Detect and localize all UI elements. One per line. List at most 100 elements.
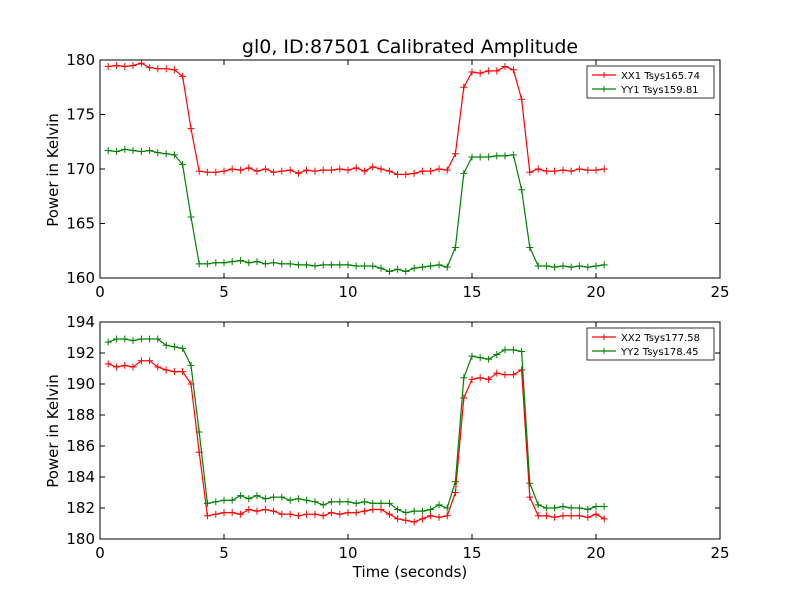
data-point <box>443 166 451 174</box>
data-point <box>336 498 344 506</box>
data-point <box>278 167 286 175</box>
data-point <box>402 170 410 178</box>
data-point <box>402 509 410 517</box>
data-point <box>261 495 269 503</box>
data-point <box>468 375 476 383</box>
data-point <box>542 262 550 270</box>
data-point <box>162 150 170 158</box>
panel-top: gl0, ID:87501 Calibrated Amplitude Power… <box>44 36 730 301</box>
data-point <box>129 363 137 371</box>
data-point <box>294 495 302 503</box>
data-point <box>361 498 369 506</box>
data-point <box>344 166 352 174</box>
data-point <box>286 510 294 518</box>
data-point <box>361 507 369 515</box>
y-axis-label-top: Power in Kelvin <box>44 113 62 227</box>
y-tick-label: 180 <box>66 530 95 548</box>
data-point <box>410 518 418 526</box>
data-point <box>460 169 468 177</box>
series-line-1 <box>108 62 605 175</box>
data-point <box>154 149 162 157</box>
x-tick-label: 0 <box>95 283 105 301</box>
data-point <box>195 260 203 268</box>
legend-frame <box>586 327 715 361</box>
data-point <box>220 509 228 517</box>
data-point <box>203 168 211 176</box>
data-point <box>319 512 327 520</box>
data-point <box>154 363 162 371</box>
legend-top: XX1 Tsys165.74 YY1 Tsys159.81 <box>586 65 715 99</box>
data-point <box>493 67 501 75</box>
data-point <box>501 63 509 71</box>
data-point <box>212 498 220 506</box>
data-point <box>228 496 236 504</box>
data-point <box>592 262 600 270</box>
data-point <box>104 63 112 71</box>
data-point <box>600 261 608 269</box>
data-point <box>170 343 178 351</box>
data-point <box>534 165 542 173</box>
y-tick-label: 180 <box>66 51 95 69</box>
data-point <box>584 263 592 271</box>
data-point <box>311 262 319 270</box>
data-point <box>212 510 220 518</box>
data-point <box>228 165 236 173</box>
data-point <box>443 263 451 271</box>
data-point <box>294 261 302 269</box>
data-point <box>443 504 451 512</box>
data-point <box>418 515 426 523</box>
data-point <box>394 170 402 178</box>
data-point <box>377 264 385 272</box>
data-point <box>460 394 468 402</box>
y-tick-label: 160 <box>66 269 95 287</box>
data-point <box>435 501 443 509</box>
data-point <box>385 167 393 175</box>
data-point <box>501 152 509 160</box>
data-point <box>170 151 178 159</box>
data-point <box>270 168 278 176</box>
data-point <box>327 166 335 174</box>
data-point <box>278 493 286 501</box>
data-point <box>344 498 352 506</box>
data-point <box>162 65 170 73</box>
data-point <box>526 479 534 487</box>
data-point <box>253 507 261 515</box>
data-point <box>336 165 344 173</box>
data-point <box>559 262 567 270</box>
data-point <box>137 148 145 156</box>
data-point <box>451 489 459 496</box>
y-tick-label: 186 <box>66 437 95 455</box>
data-point <box>493 351 501 359</box>
data-point <box>518 347 526 355</box>
data-point <box>129 337 137 345</box>
data-point <box>261 260 269 268</box>
data-point <box>394 506 402 514</box>
x-tick-label: 15 <box>462 544 481 562</box>
data-point <box>162 341 170 349</box>
data-point <box>526 493 534 501</box>
data-point <box>179 72 187 80</box>
data-point <box>220 496 228 504</box>
data-point <box>385 267 393 275</box>
data-point <box>592 502 600 510</box>
data-point <box>137 59 145 67</box>
data-point <box>534 512 542 520</box>
data-point <box>451 478 459 486</box>
data-point <box>261 506 269 514</box>
data-point <box>286 260 294 268</box>
data-point <box>303 510 311 518</box>
y-tick-label: 184 <box>66 468 95 486</box>
data-point <box>121 63 129 71</box>
plot-frame-bottom <box>99 321 721 540</box>
data-point <box>518 186 526 194</box>
data-point <box>179 344 187 352</box>
data-point <box>361 262 369 270</box>
data-point <box>402 516 410 524</box>
data-point <box>228 509 236 517</box>
data-point <box>542 512 550 520</box>
data-point <box>518 95 526 103</box>
data-point <box>460 83 468 91</box>
data-point <box>584 506 592 514</box>
data-point <box>352 509 360 517</box>
data-point <box>203 512 211 520</box>
